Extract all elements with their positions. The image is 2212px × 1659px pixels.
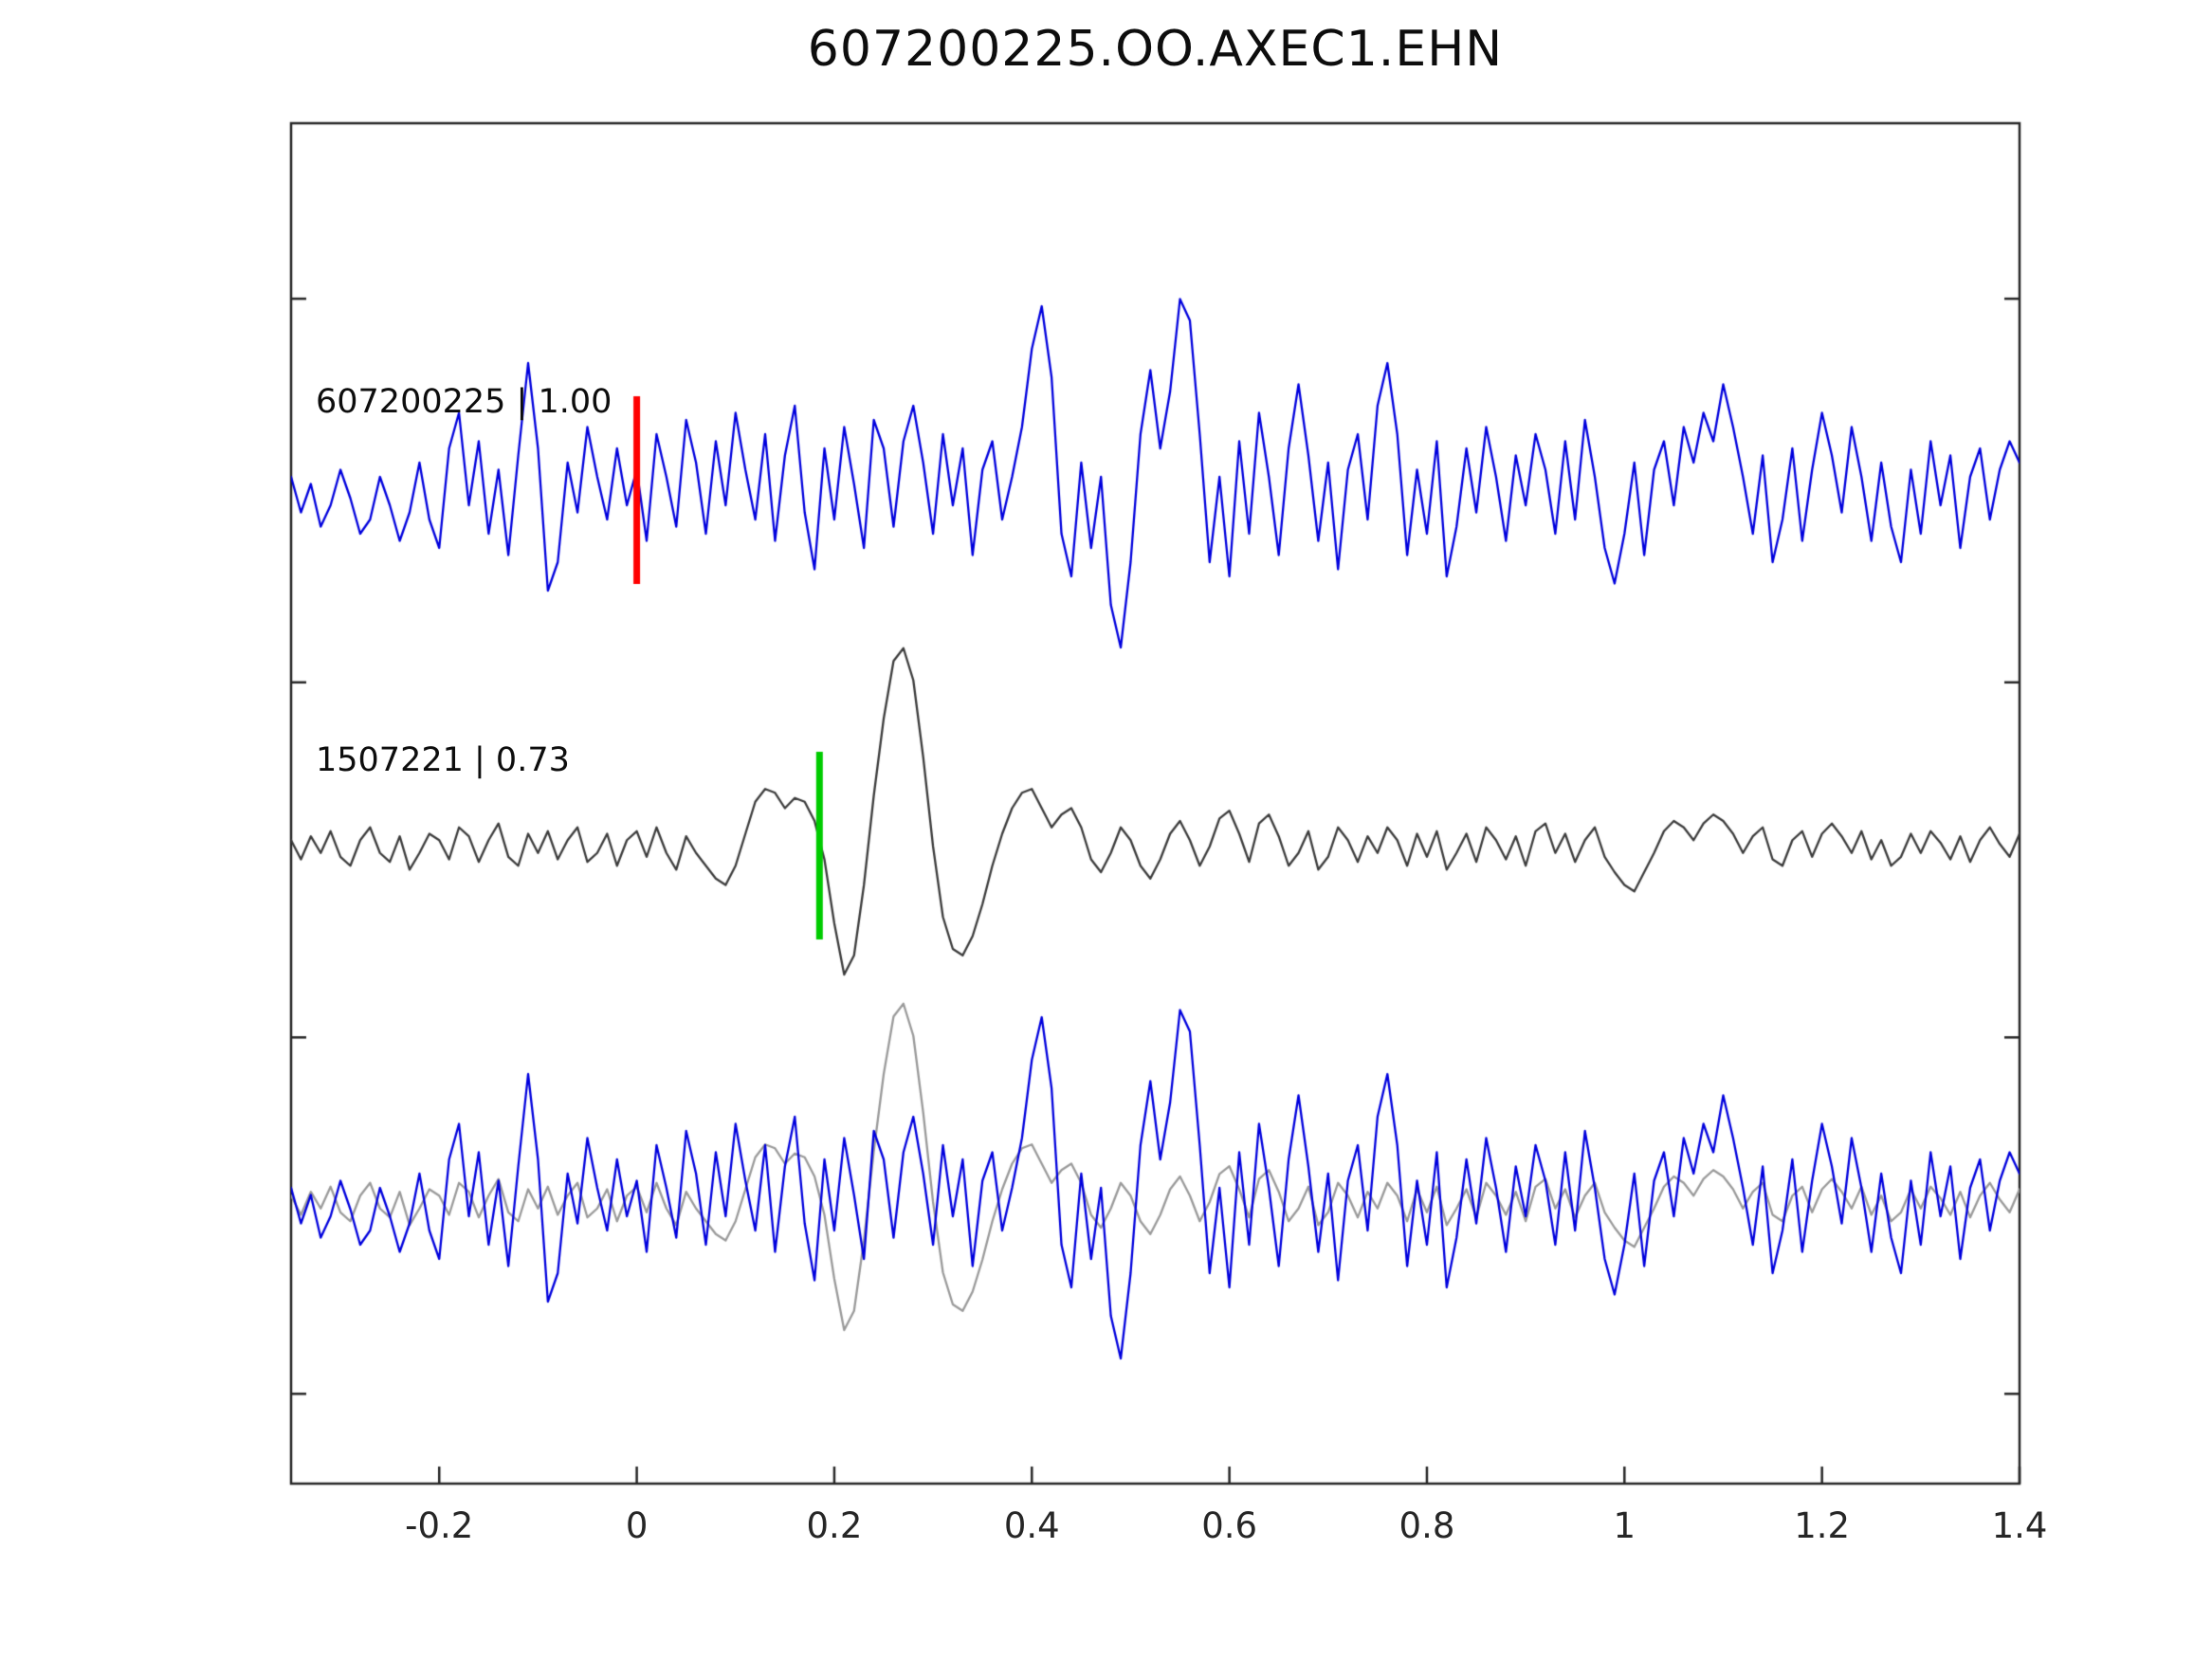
x-tick-label: 1.4: [1991, 1505, 2048, 1546]
x-tick-label: 0.4: [1003, 1505, 1060, 1546]
x-tick-label: 0.2: [806, 1505, 863, 1546]
chart-title: 607200225.OO.AXEC1.EHN: [807, 21, 1504, 78]
x-tick-label: -0.2: [405, 1505, 474, 1546]
x-tick-label: 0.6: [1201, 1505, 1258, 1546]
trace-label-detection: 1507221 | 0.73: [316, 741, 570, 779]
x-tick-label: 0: [625, 1505, 649, 1546]
x-tick-label: 0.8: [1398, 1505, 1455, 1546]
trace-label-template: 607200225 | 1.00: [316, 383, 612, 421]
x-tick-label: 1.2: [1794, 1505, 1851, 1546]
x-tick-label: 1: [1613, 1505, 1636, 1546]
